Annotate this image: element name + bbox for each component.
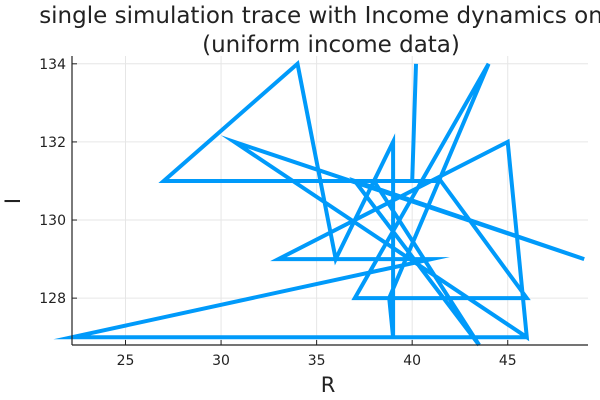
tick-marks: [72, 63, 509, 345]
x-tick-label: 40: [403, 353, 421, 369]
tick-labels: 25 30 35 40 45 128 130 132 134: [39, 57, 516, 369]
y-axis-title: I: [1, 198, 25, 204]
axes: [71, 56, 588, 346]
x-tick-label: 35: [308, 353, 326, 369]
grid-lines: [72, 56, 588, 345]
y-tick-label: 130: [39, 213, 66, 229]
x-tick-label: 45: [499, 353, 517, 369]
series-layer: [53, 60, 585, 347]
y-tick-label: 134: [39, 57, 66, 73]
y-tick-label: 128: [39, 291, 66, 307]
series-line: [53, 60, 585, 347]
chart-title-line-2: (uniform income data): [202, 32, 460, 58]
x-tick-label: 25: [117, 353, 135, 369]
chart-title-line-1: single simulation trace with Income dyna…: [39, 3, 600, 29]
y-tick-label: 132: [39, 135, 66, 151]
x-tick-label: 30: [212, 353, 230, 369]
x-axis-title: R: [321, 373, 336, 397]
